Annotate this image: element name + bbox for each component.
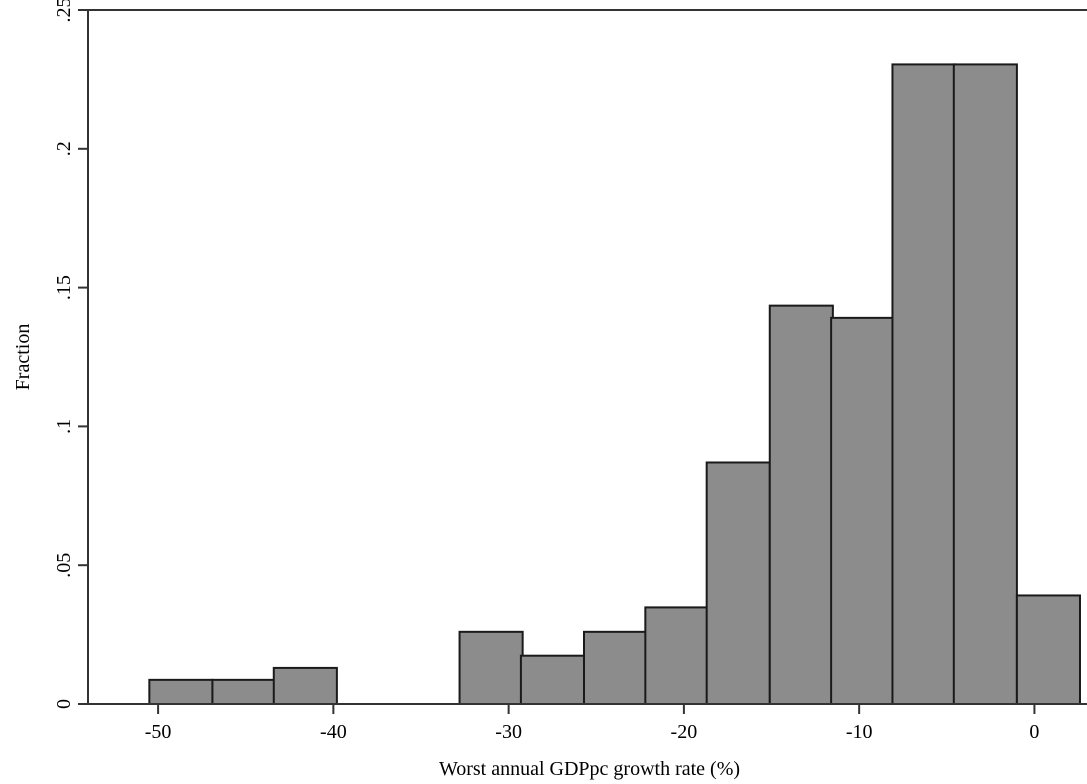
histogram-bar-2	[211, 678, 277, 706]
y-tick-label-1: .05	[53, 553, 75, 578]
histogram-bar-10	[830, 316, 896, 705]
x-tick-label-1: -40	[320, 721, 347, 743]
histogram-bar-4	[458, 630, 524, 705]
y-tick-label-3: .15	[53, 275, 75, 300]
histogram-bar-3	[272, 666, 338, 705]
y-tick-label-2: .1	[53, 419, 75, 434]
y-axis-title: Fraction	[12, 324, 34, 391]
histogram-bar-11	[891, 63, 957, 705]
y-tick-label-4: .2	[53, 141, 75, 156]
x-ticks-group: -50 -40 -30 -20 -10 0	[145, 704, 1039, 743]
y-tick-label-5: .25	[53, 0, 75, 23]
histogram-bar-13	[1015, 594, 1081, 705]
x-axis-title: Worst annual GDPpc growth rate (%)	[439, 758, 740, 780]
histogram-bar-12	[952, 63, 1018, 705]
histogram-bar-1	[148, 678, 214, 706]
histogram-bar-6	[582, 630, 649, 705]
x-tick-label-4: -10	[846, 721, 873, 743]
x-tick-label-2: -30	[495, 721, 522, 743]
y-tick-label-0: 0	[53, 699, 75, 709]
y-ticks-group: 0 .05 .1 .15 .2 .25	[53, 0, 88, 709]
histogram-bar-8	[705, 461, 771, 705]
histogram-bar-5	[519, 654, 585, 705]
x-tick-label-5: 0	[1029, 721, 1039, 743]
bars-group	[148, 63, 1081, 706]
x-tick-label-3: -20	[671, 721, 698, 743]
x-tick-label-0: -50	[145, 721, 172, 743]
histogram-bar-9	[768, 304, 834, 705]
histogram-bar-7	[644, 606, 710, 705]
